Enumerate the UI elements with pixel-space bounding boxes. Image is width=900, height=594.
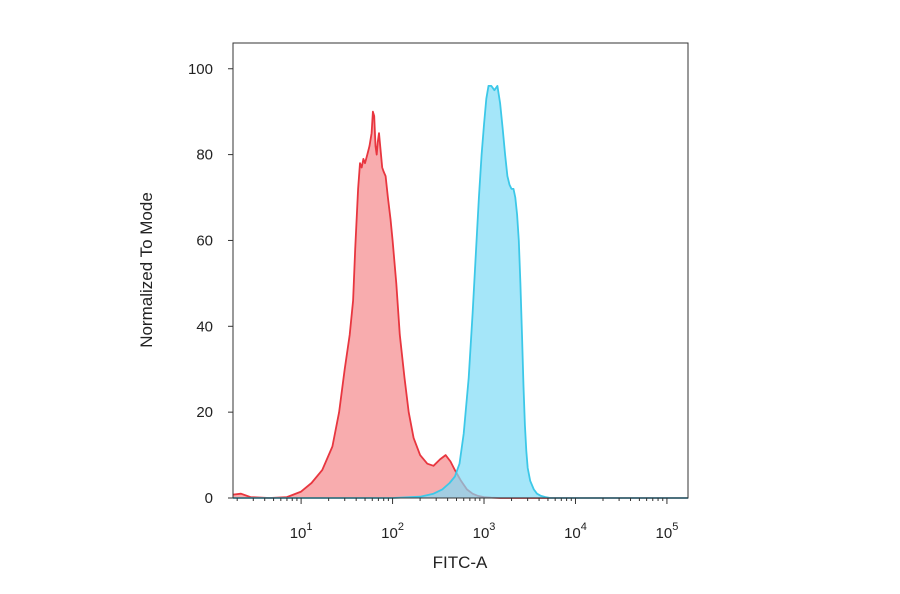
series-1-line <box>232 110 688 499</box>
x-tick-label: 101 <box>290 521 313 542</box>
y-tick-label: 40 <box>196 318 213 335</box>
plot-frame <box>232 42 689 499</box>
y-tick-label: 80 <box>196 147 213 164</box>
x-tick-label: 105 <box>656 521 679 542</box>
series-1-area <box>233 111 688 498</box>
y-tick-label: 60 <box>196 232 213 249</box>
x-axis-title: FITC-A <box>433 553 488 572</box>
x-tick-label: 103 <box>473 521 496 542</box>
x-axis-ticks: 101 102 103 104 105 <box>236 498 679 542</box>
series-2-area <box>233 85 688 499</box>
y-axis-ticks: 0 20 40 60 80 100 <box>188 61 233 507</box>
series-layer <box>232 85 688 499</box>
x-tick-label: 102 <box>381 521 404 542</box>
series-2-line <box>233 85 688 499</box>
y-tick-label: 20 <box>196 404 213 421</box>
y-tick-label: 0 <box>205 490 213 507</box>
x-tick-label: 104 <box>564 521 587 542</box>
y-tick-label: 100 <box>188 61 213 78</box>
y-axis-title: Normalized To Mode <box>137 192 156 348</box>
